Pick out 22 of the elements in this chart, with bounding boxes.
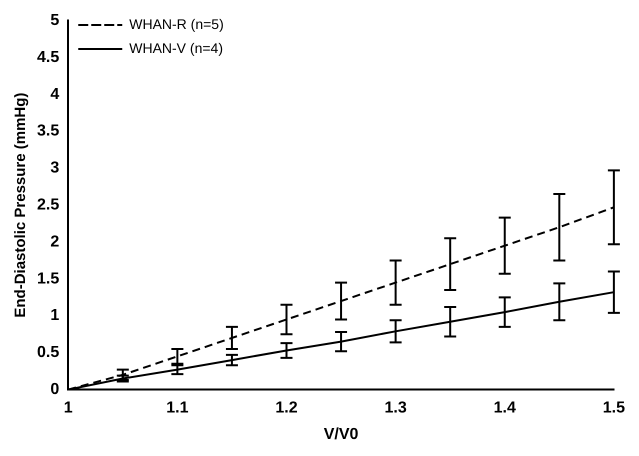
x-tick-label: 1.2 <box>275 400 298 417</box>
x-tick-label: 1.5 <box>602 400 626 417</box>
y-tick-label: 1.5 <box>36 270 60 288</box>
y-tick-label: 1 <box>50 307 60 324</box>
y-axis-title: End-Diastolic Pressure (mmHg) <box>12 92 30 318</box>
y-tick-label: 3 <box>50 160 60 177</box>
x-axis-title: V/V0 <box>324 426 359 443</box>
x-tick-label: 1 <box>64 400 73 417</box>
x-tick-label: 1.1 <box>166 400 189 417</box>
x-tick-label: 1.3 <box>384 400 407 417</box>
y-tick-label: 3.5 <box>36 122 60 140</box>
y-tick-label: 0 <box>50 381 60 398</box>
y-tick-label: 4.5 <box>36 48 60 66</box>
legend-label: WHAN-V (n=4) <box>129 40 223 56</box>
y-tick-label: 5 <box>50 12 60 30</box>
y-tick-label: 2 <box>50 233 60 250</box>
y-tick-label: 2.5 <box>36 196 60 214</box>
y-tick-label: 4 <box>50 86 60 103</box>
legend-label: WHAN-R (n=5) <box>129 16 224 32</box>
y-tick-label: 0.5 <box>36 344 60 362</box>
point <box>170 364 184 376</box>
x-tick-label: 1.4 <box>494 400 516 417</box>
